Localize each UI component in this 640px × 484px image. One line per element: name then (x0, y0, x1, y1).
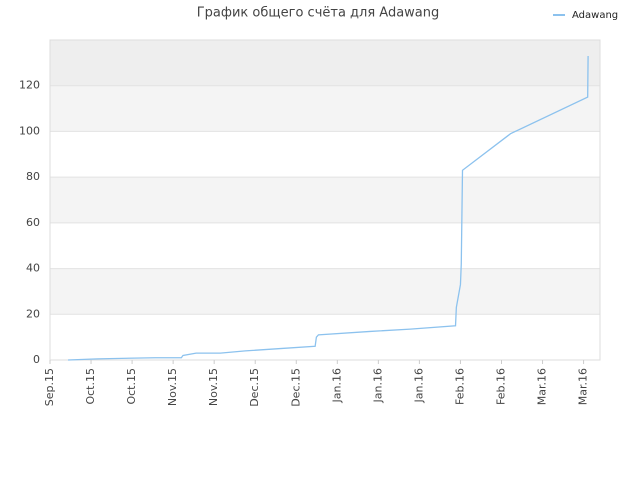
plot-border (49, 39, 601, 361)
band (50, 40, 600, 86)
x-tick-label: Oct.15 (84, 368, 97, 405)
band (50, 177, 600, 223)
band (50, 268, 600, 315)
chart-title: График общего счёта для Adawang (197, 6, 440, 21)
x-tick-label: Jan.16 (330, 368, 343, 403)
band (50, 131, 600, 178)
x-tick-label: Jan.16 (371, 368, 384, 403)
x-tick-label: Nov.15 (207, 368, 220, 406)
x-tick-label: Sep.15 (43, 368, 56, 406)
y-tick-label: 40 (26, 262, 40, 275)
y-tick-label: 20 (26, 307, 40, 320)
x-tick-label: Dec.15 (248, 368, 261, 407)
y-tick-label: 60 (26, 216, 40, 229)
x-tick-label: Feb.16 (453, 368, 466, 405)
band (50, 85, 600, 132)
y-tick-label: 120 (19, 79, 40, 92)
x-tick-label: Oct.15 (125, 368, 138, 405)
x-tick-label: Mar.16 (577, 368, 590, 405)
band (50, 222, 600, 269)
band (50, 314, 600, 360)
x-tick-label: Feb.16 (494, 368, 507, 405)
x-tick-label: Jan.16 (412, 368, 425, 403)
x-tick-label: Nov.15 (166, 368, 179, 406)
x-tick-label: Mar.16 (536, 368, 549, 405)
y-tick-label: 100 (19, 124, 40, 137)
y-tick-label: 0 (33, 353, 40, 366)
legend-label: Adawang (572, 10, 618, 21)
y-tick-label: 80 (26, 170, 40, 183)
line (68, 55, 589, 361)
x-tick-label: Dec.15 (289, 368, 302, 407)
